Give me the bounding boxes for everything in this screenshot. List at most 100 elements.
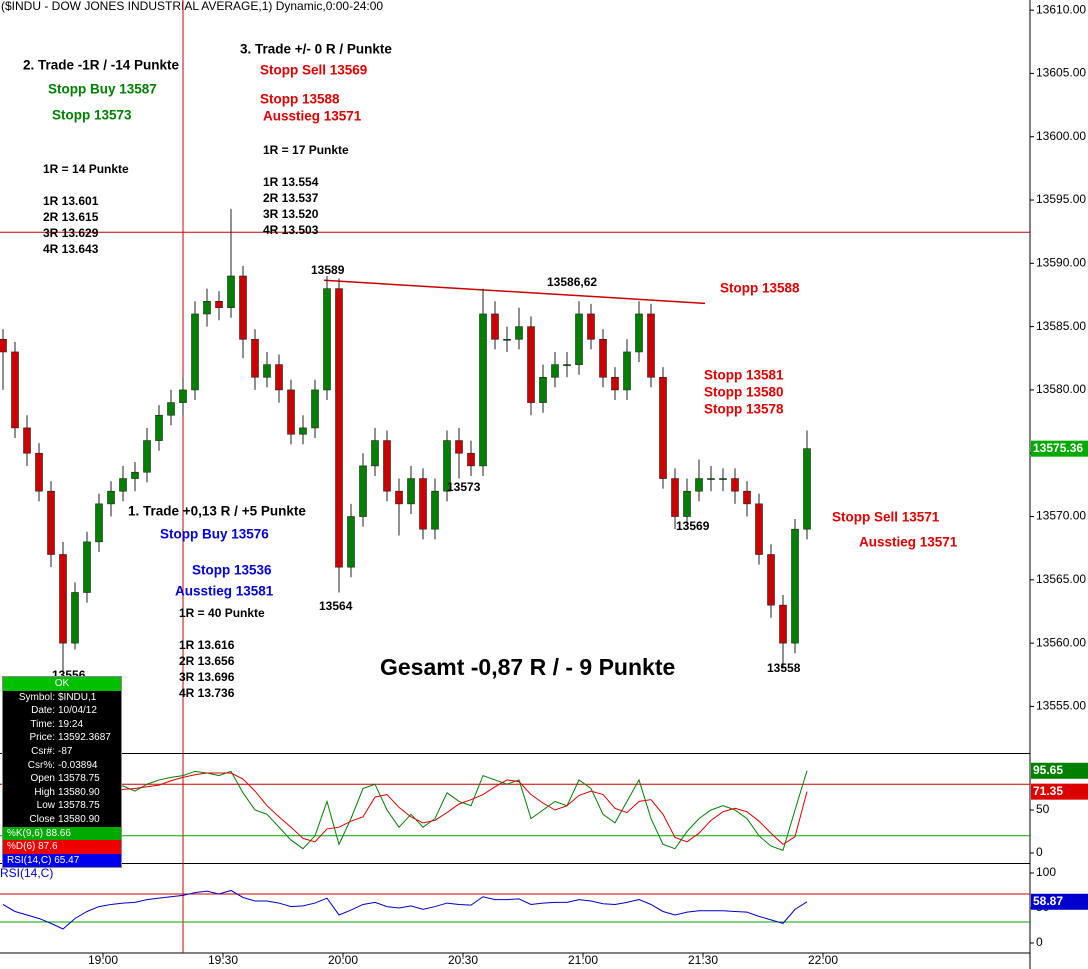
row-label: Time: bbox=[30, 718, 55, 730]
candle-body bbox=[11, 351, 19, 429]
annotation: Stopp 13573 bbox=[52, 108, 132, 123]
candle-body bbox=[443, 440, 451, 492]
annotation: Stopp Sell 13571 bbox=[832, 510, 940, 525]
header-text: OK bbox=[54, 678, 70, 689]
candle-body bbox=[743, 490, 751, 505]
candle-body bbox=[467, 452, 475, 467]
last-value-box bbox=[1031, 893, 1088, 910]
indicator-value: 88.66 bbox=[45, 827, 71, 839]
data-row: Open 13578.75 bbox=[3, 772, 121, 786]
y-tick-label: 13580.00 bbox=[1036, 382, 1086, 396]
candle-body bbox=[347, 516, 355, 568]
candle-body bbox=[491, 313, 499, 340]
last-value-label: 95.65 bbox=[1033, 763, 1063, 777]
candle-body bbox=[47, 490, 55, 555]
candle-body bbox=[275, 364, 283, 391]
annotation: Stopp 13588 bbox=[720, 281, 800, 296]
row-value: 13592.3687 bbox=[58, 732, 111, 744]
annotation: Ausstieg 13571 bbox=[263, 109, 362, 124]
candle-body bbox=[707, 478, 715, 480]
candle-body bbox=[527, 326, 535, 403]
annotation: 1R 13.616 bbox=[179, 638, 235, 652]
candle-body bbox=[563, 364, 571, 366]
y-tick-label: 100 bbox=[1036, 865, 1056, 879]
annotation: 4R 13.643 bbox=[43, 242, 99, 256]
annotation: 2R 13.537 bbox=[263, 191, 319, 205]
y-tick-label: 0 bbox=[1036, 845, 1043, 859]
annotation: Gesamt -0,87 R / - 9 Punkte bbox=[380, 654, 675, 680]
data-row: Price: 13592.3687 bbox=[3, 731, 121, 745]
indicator-line bbox=[2, 770, 808, 852]
annotation: 1. Trade +0,13 R / +5 Punkte bbox=[128, 504, 306, 519]
last-value-label: 71.35 bbox=[1033, 784, 1063, 798]
x-tick-label: 19:30 bbox=[208, 953, 238, 967]
last-value-label: 13575.36 bbox=[1033, 441, 1083, 455]
candle-body bbox=[287, 389, 295, 435]
y-tick-label: 0 bbox=[1036, 935, 1043, 949]
annotation: 1R = 17 Punkte bbox=[263, 143, 349, 157]
row-value: 10/04/12 bbox=[58, 705, 97, 717]
candle-body bbox=[227, 275, 235, 308]
annotation: Stopp 13578 bbox=[704, 402, 784, 417]
annotation: Stopp 13580 bbox=[704, 385, 784, 400]
annotation: 2. Trade -1R / -14 Punkte bbox=[23, 58, 180, 73]
indicator-line bbox=[2, 889, 808, 930]
candle-body bbox=[635, 313, 643, 353]
candle-body bbox=[167, 402, 175, 416]
candle-body bbox=[575, 313, 583, 365]
row-value: 13580.90 bbox=[58, 813, 100, 825]
candle-body bbox=[251, 338, 259, 378]
candle-body bbox=[731, 478, 739, 492]
last-value-label: 58.87 bbox=[1033, 894, 1063, 908]
row-label: Low bbox=[36, 800, 55, 812]
candle-body bbox=[119, 478, 127, 492]
data-row: Time: 19:24 bbox=[3, 718, 121, 732]
annotation: Stopp 13581 bbox=[704, 368, 784, 383]
candle-body bbox=[0, 338, 7, 353]
x-tick-label: 20:30 bbox=[448, 953, 478, 967]
x-tick-label: 21:30 bbox=[688, 953, 718, 967]
candle-body bbox=[479, 313, 487, 467]
candle-body bbox=[683, 490, 691, 517]
candle-body bbox=[299, 427, 307, 435]
candle-body bbox=[419, 478, 427, 530]
row-label: Csr#: bbox=[31, 745, 55, 757]
annotation: 3R 13.520 bbox=[263, 207, 319, 221]
candle-body bbox=[107, 490, 115, 505]
last-value-box bbox=[1031, 440, 1088, 457]
annotation: Ausstieg 13571 bbox=[859, 535, 958, 550]
y-tick-label: 13610.00 bbox=[1036, 2, 1086, 16]
candle-body bbox=[611, 376, 619, 391]
row-label: Csr%: bbox=[27, 759, 55, 771]
data-row: Csr%: -0.03894 bbox=[3, 759, 121, 773]
y-tick-label: 13555.00 bbox=[1036, 699, 1086, 713]
candle-body bbox=[779, 604, 787, 644]
data-window: OK Symbol: $INDU,1 Date: 10/04/12 Time: 19:24 P… bbox=[2, 676, 122, 869]
row-value: -87 bbox=[58, 745, 73, 757]
x-tick-label: 19:00 bbox=[88, 953, 118, 967]
annotation: Ausstieg 13581 bbox=[175, 584, 274, 599]
indicator-label: %D(6) bbox=[7, 841, 36, 853]
y-tick-label: 13585.00 bbox=[1036, 319, 1086, 333]
panel-title: RSI(14,C) bbox=[0, 866, 53, 880]
candle-body bbox=[431, 490, 439, 530]
data-row: Csr#: -87 bbox=[3, 745, 121, 759]
x-tick-label: 20:00 bbox=[328, 953, 358, 967]
row-value: 13580.90 bbox=[58, 786, 100, 798]
candle-body bbox=[311, 389, 319, 429]
candle-body bbox=[323, 288, 331, 391]
indicator-label: RSI(14,C) bbox=[7, 854, 52, 866]
candle-body bbox=[83, 541, 91, 593]
annotation: 13564 bbox=[319, 599, 353, 613]
annotations: 2. Trade -1R / -14 Punkte Stopp Buy 1358… bbox=[23, 42, 958, 701]
candle-body bbox=[131, 471, 139, 479]
candle-body bbox=[383, 440, 391, 492]
annotation: 3. Trade +/- 0 R / Punkte bbox=[240, 42, 392, 57]
candle-body bbox=[371, 440, 379, 467]
candle-body bbox=[407, 478, 415, 505]
candle-body bbox=[647, 313, 655, 378]
candle-body bbox=[599, 338, 607, 378]
annotation: 13558 bbox=[767, 661, 801, 675]
candle-body bbox=[755, 503, 763, 555]
